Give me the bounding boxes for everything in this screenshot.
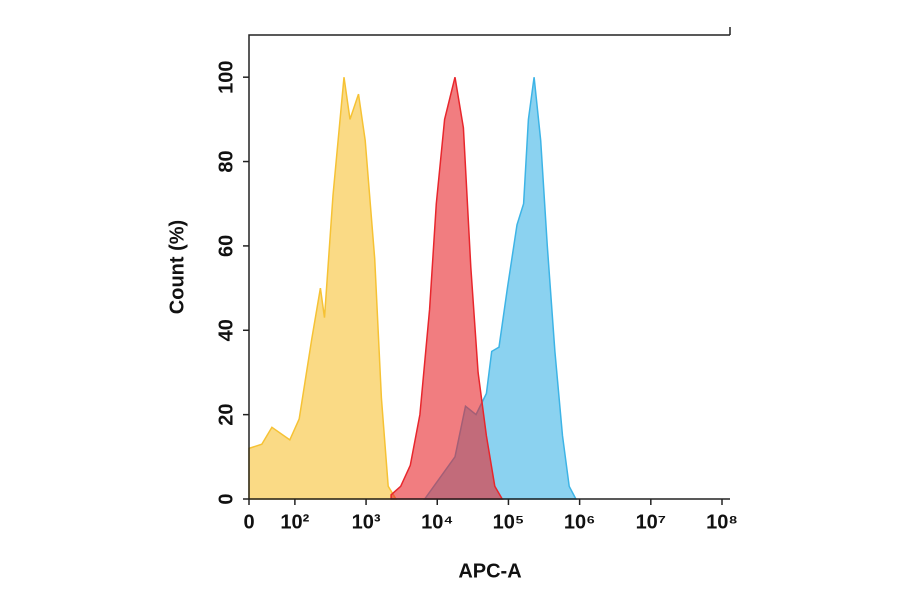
y-tick-label: 20	[215, 404, 237, 426]
x-tick-label: 10³	[352, 511, 381, 533]
x-axis-label: APC-A	[458, 560, 521, 582]
x-tick-label: 10²	[280, 511, 309, 533]
x-tick-label: 10⁷	[636, 511, 667, 533]
y-tick-label: 80	[215, 150, 237, 172]
x-tick-label: 10⁵	[493, 511, 525, 533]
y-tick-label: 0	[215, 493, 237, 504]
x-tick-label: 0	[243, 511, 254, 533]
plot-frame	[248, 34, 730, 500]
y-axis-label: Count (%)	[166, 220, 188, 314]
x-tick-label: 10⁶	[564, 511, 595, 533]
histogram-area	[390, 77, 504, 500]
y-tick-label: 40	[215, 319, 237, 341]
y-tick-label: 100	[215, 60, 237, 93]
x-tick-label: 10⁸	[706, 511, 738, 533]
x-tick-label: 10⁴	[421, 511, 453, 533]
histogram-area	[248, 77, 398, 500]
y-tick-label: 60	[215, 235, 237, 257]
